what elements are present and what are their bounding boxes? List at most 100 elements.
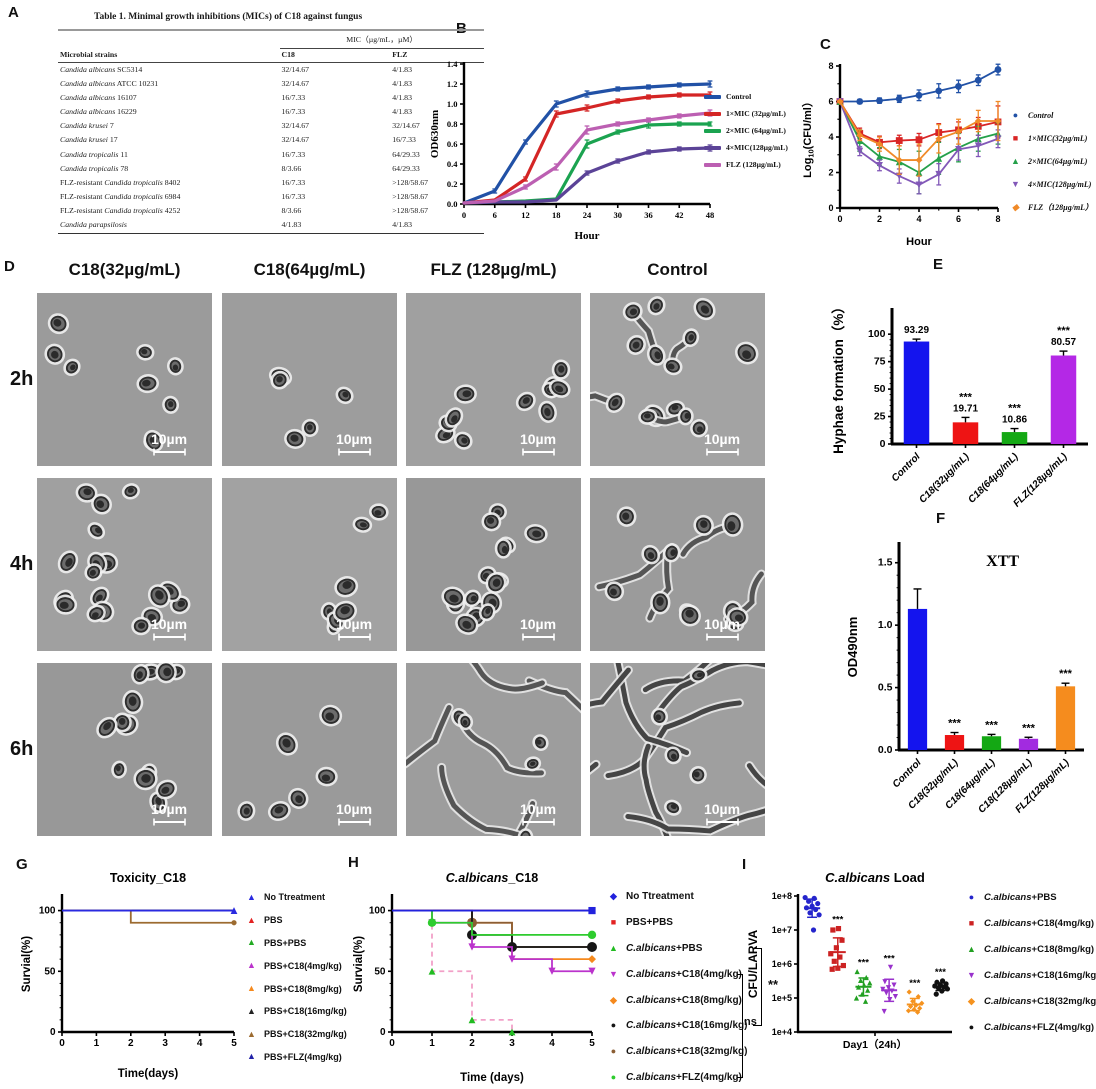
- table-row: Candida albicans 16107 16/7.33 4/1.83: [60, 92, 412, 102]
- svg-text:0: 0: [880, 438, 886, 450]
- legend-item: ◆ FLZ（128µg/mL）: [1012, 202, 1094, 213]
- sig-bracket-outer: [753, 948, 762, 1026]
- table-row: Candida tropicalis 78 8/3.66 64/29.33: [60, 163, 420, 173]
- svg-text:0: 0: [59, 1038, 65, 1049]
- svg-text:3: 3: [509, 1038, 515, 1049]
- svg-text:Hour: Hour: [574, 230, 599, 242]
- svg-text:0.4: 0.4: [447, 159, 458, 169]
- svg-text:Control: Control: [891, 757, 924, 790]
- xtt-chart: 0.00.51.01.5OD490nmControl***C18(32µg/mL…: [845, 542, 1084, 816]
- micrograph-6h-col4: 10µm: [590, 663, 765, 836]
- svg-text:25: 25: [874, 411, 886, 423]
- legend-item: ◆ C.albicans+C18(32mg/kg): [968, 995, 1096, 1007]
- svg-text:2: 2: [469, 1038, 475, 1049]
- svg-text:5: 5: [231, 1038, 237, 1049]
- legend-item: Control: [704, 88, 788, 105]
- svg-text:***: ***: [858, 958, 869, 969]
- panel-label-e: E: [933, 256, 944, 273]
- svg-text:10µm: 10µm: [520, 616, 556, 632]
- micrograph-6h-col3: 10µm: [406, 663, 581, 836]
- svg-text:0.5: 0.5: [878, 682, 893, 694]
- table-row: Candida albicans ATCC 10231 32/14.67 4/1.8…: [60, 78, 412, 88]
- table-row: Candida krusei 7 32/14.67 32/14.67: [60, 121, 420, 131]
- micro-col-header-4: Control: [647, 260, 708, 279]
- svg-text:4: 4: [549, 1038, 555, 1049]
- legend-item: ■ 1×MIC(32µg/mL): [1012, 133, 1088, 144]
- micro-col-header-1: C18(32µg/mL): [68, 260, 181, 279]
- panel-label-i: I: [742, 856, 747, 873]
- svg-text:4: 4: [916, 214, 921, 224]
- svg-text:***: ***: [1057, 325, 1071, 337]
- micrograph-2h-col3: 10µm: [406, 293, 581, 466]
- svg-text:XTT: XTT: [986, 553, 1019, 570]
- legend-item: FLZ (128µg/mL): [704, 156, 788, 173]
- panel-label-g: G: [16, 856, 28, 873]
- svg-text:2: 2: [877, 214, 882, 224]
- svg-text:1.0: 1.0: [878, 619, 893, 631]
- svg-text:0: 0: [462, 210, 466, 220]
- svg-text:1e+7: 1e+7: [772, 925, 792, 935]
- svg-text:***: ***: [1022, 722, 1036, 734]
- svg-text:1e+6: 1e+6: [772, 959, 792, 969]
- svg-text:***: ***: [909, 978, 920, 989]
- svg-text:10µm: 10µm: [336, 801, 372, 817]
- toxicity-survival-chart: 0 1 2 3 4 5050100Time(days)Survial(%)Toxicity…: [21, 871, 238, 1080]
- legend-item: ▲ PBS+FLZ(4mg/kg): [247, 1051, 342, 1062]
- legend-item: ▲ PBS+C18(16mg/kg): [247, 1005, 347, 1017]
- svg-text:***: ***: [948, 718, 962, 730]
- legend-item: ▼ C.albicans+C18(4mg/kg): [609, 968, 742, 980]
- table-title: Table 1. Minimal growth inhibitions (MIC…: [94, 12, 363, 22]
- svg-text:1e+4: 1e+4: [772, 1027, 792, 1037]
- svg-text:10µm: 10µm: [704, 801, 740, 817]
- legend-item: ▲ 2×MIC(64µg/mL): [1011, 156, 1088, 167]
- svg-text:100: 100: [39, 906, 56, 917]
- table-row: Candida albicans 16229 16/7.33 4/1.83: [60, 107, 412, 117]
- legend-item: ● Control: [1012, 110, 1054, 121]
- cfu-kinetics-chart: 0 2 4 6 8 0 2 4 6 8 Hour Log10(CFU/ml）: [801, 61, 1002, 248]
- svg-text:Survial(%): Survial(%): [353, 936, 365, 992]
- legend-item: ● C.albicans+FLZ(4mg/kg): [610, 1071, 742, 1083]
- table-row: Candida albicans SC5314 32/14.67 4/1.83: [60, 64, 412, 74]
- growth-curve-chart: 0 6 12 18 24 30 36 42 48 0.0 0.2 0.4 0.6 0.8 1.0 1.2 1.4…: [429, 59, 715, 242]
- growth-curve-legend: Control 1×MIC (32µg/mL) 2×MIC (64µg/mL) 4×M…: [704, 88, 788, 173]
- svg-text:93.29: 93.29: [904, 325, 929, 336]
- svg-text:C.albicans_C18: C.albicans_C18: [446, 871, 538, 885]
- svg-text:0: 0: [828, 203, 833, 213]
- micro-row-label-6h: 6h: [10, 738, 34, 760]
- svg-text:10µm: 10µm: [336, 616, 372, 632]
- svg-text:8: 8: [995, 214, 1000, 224]
- svg-text:10µm: 10µm: [520, 801, 556, 817]
- sig-bracket-inner: [737, 974, 743, 1078]
- micrograph-6h-col2: 10µm: [222, 663, 397, 836]
- svg-text:1e+8: 1e+8: [772, 891, 792, 901]
- panel-label-b: B: [456, 20, 467, 37]
- svg-text:1: 1: [94, 1038, 100, 1049]
- svg-text:10µm: 10µm: [704, 616, 740, 632]
- table-row: Candida krusei 17 32/14.67 16/7.33: [60, 135, 416, 145]
- svg-text:1.4: 1.4: [447, 59, 458, 69]
- svg-text:Time (days): Time (days): [460, 1072, 524, 1084]
- legend-item: ◆ C.albicans+C18(8mg/kg): [610, 994, 742, 1006]
- svg-text:6: 6: [493, 210, 497, 220]
- svg-text:50: 50: [874, 383, 886, 395]
- svg-text:Time(days): Time(days): [118, 1068, 179, 1080]
- svg-text:***: ***: [959, 391, 973, 403]
- svg-text:***: ***: [1008, 403, 1022, 415]
- svg-text:48: 48: [706, 210, 715, 220]
- svg-text:***: ***: [985, 719, 999, 731]
- svg-text:CFU/LARVA: CFU/LARVA: [746, 930, 760, 999]
- svg-text:Hyphae formation（%）: Hyphae formation（%）: [831, 300, 846, 454]
- infection-legend: ◆ No Ttreatment ■ PBS+PBS ▲ C.albicans+PBS ▼ C.…: [606, 884, 747, 1089]
- svg-text:C.albicans Load: C.albicans Load: [825, 870, 925, 885]
- svg-text:1.0: 1.0: [447, 99, 458, 109]
- legend-item: 1×MIC (32µg/mL): [704, 105, 788, 122]
- svg-text:0: 0: [389, 1038, 395, 1049]
- legend-item: ● C.albicans+FLZ(4mg/kg): [968, 1021, 1095, 1033]
- legend-item: ▲ PBS+C18(8mg/kg): [247, 983, 342, 994]
- table-row: FLZ-resistant Candida tropicalis 4252 8/3…: [60, 206, 429, 216]
- legend-item: ▼ 4×MIC(128µg/mL): [1011, 179, 1092, 190]
- legend-item: ▲ PBS: [247, 914, 283, 926]
- mic-table: Table 1. Minimal growth inhibitions (MIC…: [58, 12, 484, 234]
